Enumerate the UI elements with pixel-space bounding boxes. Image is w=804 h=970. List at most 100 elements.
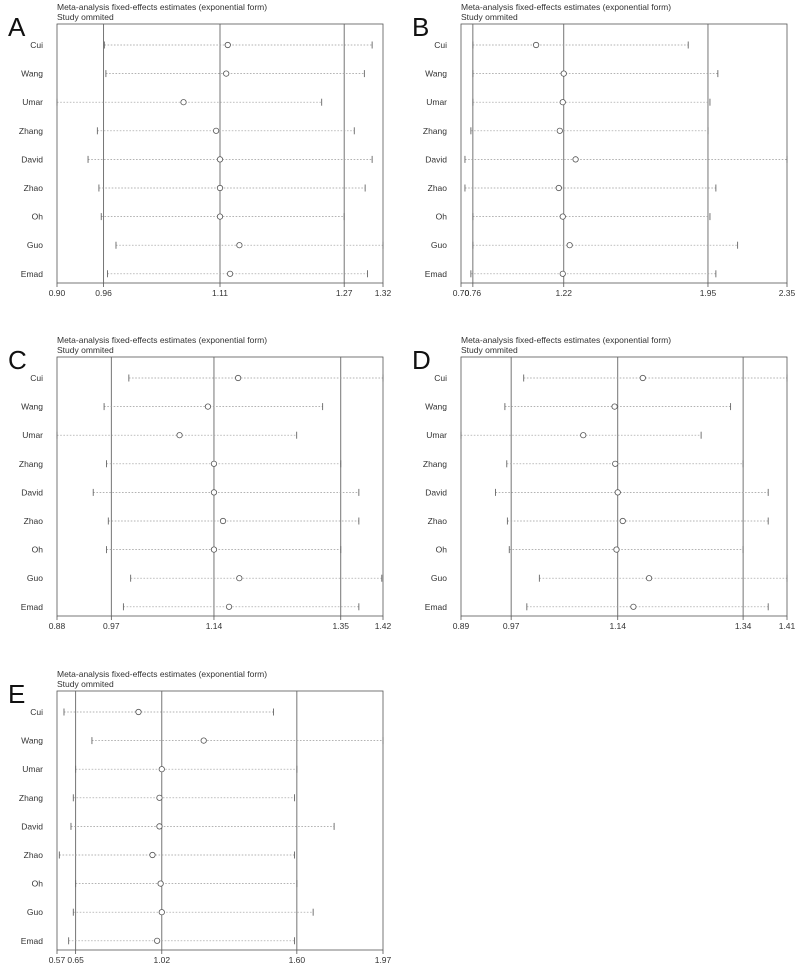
chart-subtitle: Study ommited — [57, 679, 114, 689]
study-label: Wang — [425, 69, 447, 79]
study-label: Guo — [431, 573, 447, 583]
x-tick-label: 0.76 — [465, 288, 482, 298]
forest-plot-panel-a: A Meta-analysis fixed-effects estimates (… — [0, 0, 400, 300]
plot-frame — [460, 356, 788, 617]
study-label: Guo — [27, 573, 43, 583]
estimate-point — [555, 184, 562, 192]
study-label: David — [21, 821, 43, 831]
estimate-point — [225, 603, 233, 610]
forest-plot-svg: Cui Wang Umar Zhang David Zhao Oh Guo Emad 0.700.… — [423, 23, 796, 298]
study-label: Cui — [434, 40, 447, 50]
x-tick-label: 0.96 — [95, 288, 112, 298]
panel-letter: D — [412, 345, 431, 375]
study-label: Zhao — [24, 850, 44, 860]
forest-plot-svg: Cui Wang Umar Zhang David Zhao Oh Guo Emad 0.88 0.… — [19, 356, 392, 631]
estimate-point — [560, 70, 567, 77]
study-label: Wang — [21, 736, 43, 746]
estimate-point — [236, 575, 243, 582]
estimate-point — [158, 909, 165, 916]
study-label: Zhao — [428, 183, 448, 193]
x-tick-label: 1.14 — [609, 621, 626, 631]
estimate-point — [154, 937, 161, 944]
estimate-point — [210, 460, 218, 467]
study-label: Emad — [21, 269, 43, 279]
estimate-point — [614, 489, 621, 496]
plot-frame — [56, 690, 384, 951]
x-tick-label: 1.22 — [555, 288, 572, 298]
panel-letter: E — [8, 679, 26, 709]
estimate-point — [204, 403, 212, 410]
panel-letter: A — [8, 12, 26, 42]
chart-title: Meta-analysis fixed-effects estimates (e… — [57, 2, 268, 12]
study-label: Cui — [30, 40, 43, 50]
estimate-point — [156, 823, 163, 830]
estimate-point — [224, 41, 231, 49]
estimate-point — [200, 737, 207, 744]
estimate-point — [216, 213, 224, 220]
estimate-point — [559, 213, 566, 220]
x-tick-label: 0.90 — [49, 288, 66, 298]
study-label: Oh — [32, 879, 44, 889]
study-label: Zhang — [423, 126, 447, 136]
forest-plot-panel-c: C Meta-analysis fixed-effects estimates (… — [0, 333, 400, 633]
study-label: Wang — [425, 402, 447, 412]
x-tick-label: 0.97 — [503, 621, 520, 631]
forest-plot-svg: Cui Wang Umar Zhang David Zhao Oh Guo Emad 0.90 0.… — [19, 23, 392, 298]
estimate-point — [580, 432, 587, 439]
estimate-point — [613, 546, 620, 553]
estimate-point — [135, 708, 142, 716]
estimate-point — [235, 374, 242, 382]
study-label: Zhang — [19, 793, 43, 803]
study-label: David — [21, 487, 43, 497]
study-label: Umar — [22, 764, 43, 774]
estimate-point — [611, 403, 618, 410]
study-label: Oh — [436, 212, 448, 222]
study-label: David — [425, 154, 447, 164]
x-tick-label: 0.89 — [453, 621, 470, 631]
estimate-point — [639, 374, 646, 382]
study-label: Zhao — [24, 183, 44, 193]
x-tick-label: 1.27 — [336, 288, 353, 298]
estimate-point — [566, 242, 573, 249]
chart-subtitle: Study ommited — [461, 345, 518, 355]
study-label: Emad — [425, 269, 447, 279]
forest-plot-panel-d: D Meta-analysis fixed-effects estimates (… — [404, 333, 804, 633]
estimate-point — [210, 489, 218, 496]
estimate-point — [556, 127, 563, 134]
study-label: Emad — [21, 936, 43, 946]
estimate-point — [572, 156, 579, 163]
estimate-point — [219, 517, 227, 525]
study-label: Cui — [434, 373, 447, 383]
x-tick-label: 0.88 — [49, 621, 66, 631]
x-tick-label: 0.57 — [49, 955, 66, 965]
estimate-point — [156, 794, 163, 801]
study-label: Cui — [30, 373, 43, 383]
study-label: Umar — [22, 430, 43, 440]
study-label: Wang — [21, 402, 43, 412]
estimate-point — [210, 546, 218, 553]
study-label: Zhang — [423, 459, 447, 469]
estimate-point — [226, 270, 234, 277]
study-label: Zhang — [19, 126, 43, 136]
x-tick-label: 1.34 — [735, 621, 752, 631]
study-label: Emad — [21, 602, 43, 612]
x-tick-label: 1.02 — [154, 955, 171, 965]
chart-subtitle: Study ommited — [57, 345, 114, 355]
chart-subtitle: Study ommited — [461, 12, 518, 22]
x-tick-label: 1.11 — [212, 288, 228, 298]
chart-title: Meta-analysis fixed-effects estimates (e… — [461, 335, 672, 345]
study-label: Cui — [30, 707, 43, 717]
study-label: Oh — [436, 545, 448, 555]
forest-plot-svg: Cui Wang Umar Zhang David Zhao Oh Guo Emad 0.57 0.… — [19, 690, 392, 965]
chart-subtitle: Study ommited — [57, 12, 114, 22]
forest-plot-panel-e: E Meta-analysis fixed-effects estimates (… — [0, 667, 400, 967]
x-tick-label: 1.14 — [206, 621, 223, 631]
forest-plot-svg: Cui Wang Umar Zhang David Zhao Oh Guo Emad 0.89 0.… — [423, 356, 796, 631]
estimate-point — [149, 851, 156, 859]
study-label: Zhang — [19, 459, 43, 469]
estimate-point — [619, 517, 626, 525]
study-label: Guo — [27, 240, 43, 250]
panel-letter: C — [8, 345, 27, 375]
x-tick-label: 0.97 — [103, 621, 120, 631]
study-label: David — [425, 487, 447, 497]
